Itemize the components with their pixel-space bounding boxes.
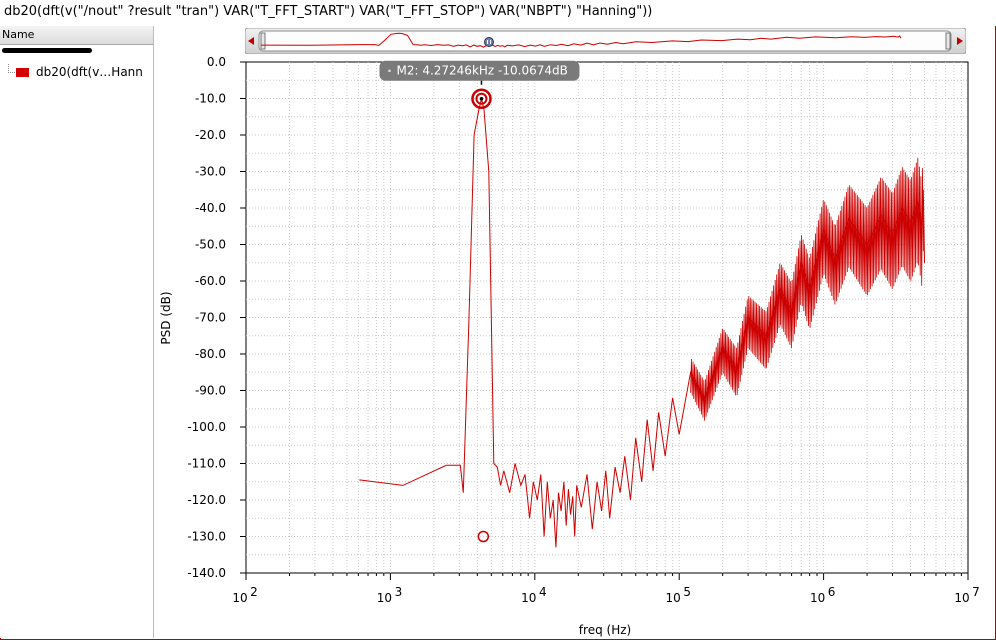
y-axis-title: PSD (dB) [159,291,173,344]
y-axis-ticks: 0.0 -10.0 -20.0 -30.0 -40.0 -50.0 -60.0 -70.0 -8… [187,55,246,580]
y-tick-label: -130.0 [187,530,226,544]
x-tick-label: 10 [954,591,969,605]
expression-title: db20(dft(v("/nout" ?result "tran") VAR("… [4,4,653,19]
y-tick-label: -110.0 [187,457,226,471]
y-tick-label: -50.0 [195,238,226,252]
x-tick-exponent: 5 [683,585,691,599]
legend-trace-label[interactable]: db20(dft(v…Hann [36,65,143,79]
y-tick-label: -60.0 [195,274,226,288]
marker-label-text: M2: 4.27246kHz -10.0674dB [396,64,567,78]
legend-column-header-label: Name [2,28,35,41]
scroll-right-handle-icon[interactable] [945,32,951,50]
x-tick-exponent: 3 [395,585,403,599]
x-tick-label: 10 [232,591,247,605]
y-tick-label: -70.0 [195,311,226,325]
tree-connector-icon [8,64,15,73]
y-tick-label: -120.0 [187,493,226,507]
psd-noise-band [690,157,924,421]
marker-label-box [379,60,580,81]
expression-title-bar: db20(dft(v("/nout" ?result "tran") VAR("… [0,0,996,26]
x-axis-ticks: 10 2 10 3 10 4 10 5 10 6 10 7 [232,573,980,605]
y-tick-label: -140.0 [187,566,226,580]
y-tick-label: -40.0 [195,201,226,215]
y-tick-label: -20.0 [195,128,226,142]
marker-target-icon [471,78,492,109]
x-tick-exponent: 2 [250,585,258,599]
scroll-thumb[interactable] [258,30,952,52]
marker-grip-icon [388,69,391,73]
marker-m2[interactable]: M2: 4.27246kHz -10.0674dB [379,60,580,543]
overview-scrollbar[interactable] [245,28,966,54]
overview-trace-line [260,32,902,48]
x-axis-title: freq (Hz) [579,623,631,637]
x-tick-label: 10 [666,591,681,605]
scroll-right-arrow-icon[interactable] [957,37,963,45]
scroll-left-handle-icon[interactable] [260,32,266,50]
scroll-left-arrow-icon[interactable] [248,37,254,45]
legend-group-bar [2,48,92,53]
y-tick-label: 0.0 [207,55,226,69]
y-tick-label: -100.0 [187,420,226,434]
legend-column-header[interactable]: Name [0,26,153,45]
x-tick-exponent: 4 [539,585,547,599]
y-tick-label: -90.0 [195,384,226,398]
x-tick-label: 10 [521,591,536,605]
y-tick-label: -10.0 [195,92,226,106]
x-tick-label: 10 [377,591,392,605]
trace-color-swatch[interactable] [16,68,29,77]
x-tick-exponent: 6 [828,585,836,599]
x-tick-label: 10 [810,591,825,605]
legend-panel: Name db20(dft(v…Hann [0,26,154,638]
psd-trace [359,98,925,548]
overview-trace [260,32,902,48]
marker-ghost-icon [477,530,490,543]
y-tick-label: -80.0 [195,347,226,361]
x-tick-exponent: 7 [972,585,980,599]
psd-chart[interactable]: 0.0 -10.0 -20.0 -30.0 -40.0 -50.0 -60.0 -70.0 -8… [153,54,996,640]
scroll-center-grip-icon[interactable] [484,37,494,47]
y-tick-label: -30.0 [195,165,226,179]
